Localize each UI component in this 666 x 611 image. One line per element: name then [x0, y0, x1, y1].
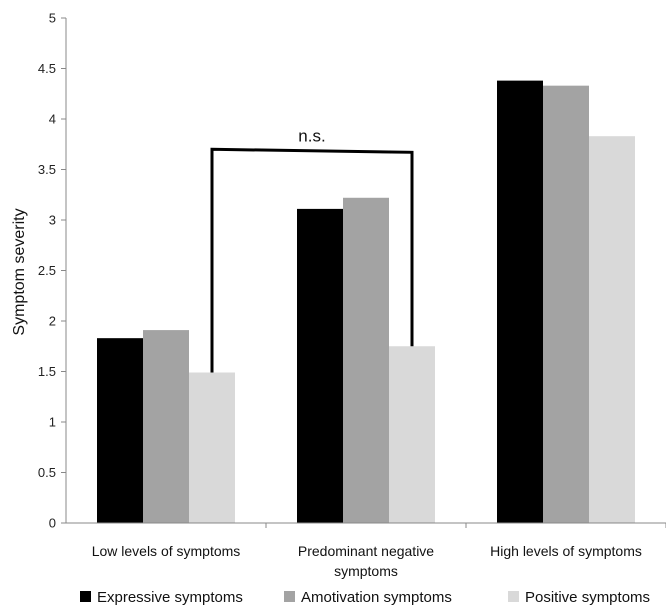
- y-tick-label: 1: [49, 415, 56, 430]
- y-tick-label: 0: [49, 516, 56, 531]
- significance-label: n.s.: [298, 126, 325, 145]
- x-tick-label: Predominant negative symptoms: [298, 543, 434, 579]
- legend-label: Expressive symptoms: [97, 589, 243, 606]
- x-tick-label: Low levels of symptoms: [92, 543, 241, 559]
- y-tick-label: 4: [49, 112, 56, 127]
- legend-swatch: [80, 591, 91, 602]
- bar: [497, 80, 543, 524]
- bar: [543, 85, 589, 524]
- bar: [189, 372, 235, 523]
- legend-swatch: [508, 591, 519, 602]
- bar: [297, 208, 343, 523]
- annotations: n.s.: [210, 126, 414, 373]
- legend: Expressive symptoms Amotivation symptoms P…: [80, 589, 650, 606]
- y-tick-label: 3.5: [38, 162, 56, 177]
- y-tick-label: 5: [49, 11, 56, 26]
- y-tick-label: 2: [49, 314, 56, 329]
- x-axis: Low levels of symptoms Predominant negati…: [66, 522, 666, 579]
- y-tick-label: 3: [49, 213, 56, 228]
- legend-label: Amotivation symptoms: [301, 589, 452, 606]
- bar: [143, 330, 189, 523]
- y-tick-label: 1.5: [38, 364, 56, 379]
- y-tick-label: 2.5: [38, 263, 56, 278]
- y-axis-title: Symptom severity: [11, 208, 28, 335]
- x-tick-label: High levels of symptoms: [490, 543, 642, 559]
- bar: [589, 136, 635, 524]
- bar: [97, 338, 143, 523]
- y-tick-label: 0.5: [38, 465, 56, 480]
- legend-swatch: [284, 591, 295, 602]
- bar: [343, 197, 389, 523]
- significance-bracket: [210, 147, 414, 373]
- bars: [97, 80, 635, 524]
- y-tick-label: 4.5: [38, 61, 56, 76]
- y-axis: 0 0.5 1 1.5 2 2.5 3 3.5 4 4.5 5: [38, 11, 67, 531]
- bar: [389, 346, 435, 523]
- legend-label: Positive symptoms: [525, 589, 650, 606]
